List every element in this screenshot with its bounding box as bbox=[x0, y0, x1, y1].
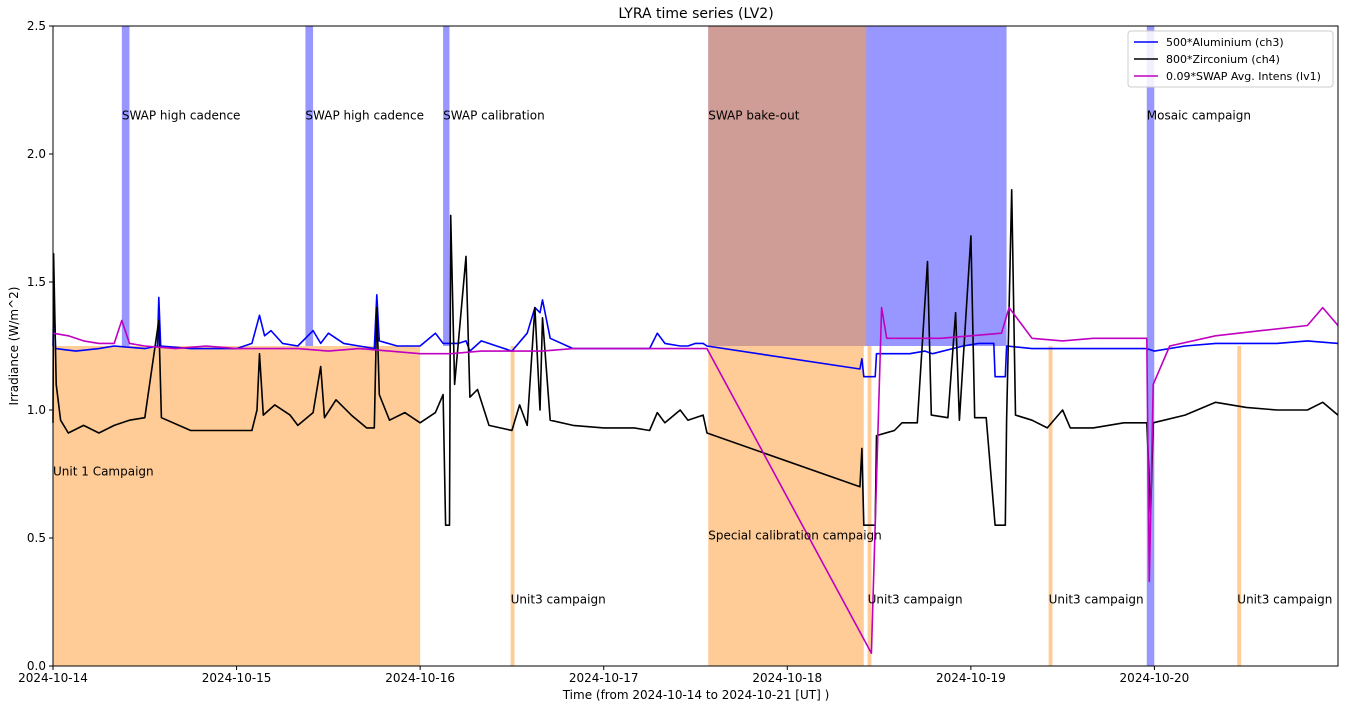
annotation-label: Unit3 campaign bbox=[1049, 592, 1144, 606]
campaign-span-0 bbox=[53, 346, 421, 666]
plot-frame bbox=[52, 25, 1339, 667]
annotation-label: SWAP calibration bbox=[443, 109, 545, 123]
campaign-spans bbox=[53, 26, 1242, 666]
campaign-span-6 bbox=[121, 26, 130, 346]
x-tick-label: 2024-10-19 bbox=[936, 671, 1006, 685]
campaign-span-12 bbox=[1146, 26, 1155, 666]
y-axis-label: Irradiance (W/m^2) bbox=[7, 287, 21, 406]
annotation-label: SWAP high cadence bbox=[122, 109, 241, 123]
annotation-label: Unit 1 Campaign bbox=[53, 464, 154, 478]
legend-label: 500*Aluminium (ch3) bbox=[1166, 36, 1284, 49]
y-tick-label: 0.0 bbox=[27, 659, 46, 673]
campaign-annotations: SWAP high cadence SWAP high cadence SWAP c… bbox=[53, 109, 1332, 607]
series-line-0 bbox=[52, 288, 1339, 378]
campaign-span-10 bbox=[708, 26, 867, 346]
legend-label: 800*Zirconium (ch4) bbox=[1166, 53, 1280, 66]
campaign-span-8 bbox=[443, 26, 450, 346]
y-tick-label: 0.5 bbox=[27, 531, 46, 545]
annotation-label: Unit3 campaign bbox=[868, 592, 963, 606]
campaign-span-1 bbox=[510, 346, 515, 666]
campaign-span-5 bbox=[1237, 346, 1242, 666]
campaign-span-3 bbox=[867, 346, 872, 666]
y-axis-ticks: 0.0 0.5 1.0 1.5 2.0 2.5 bbox=[27, 19, 53, 673]
campaign-span-11 bbox=[866, 26, 1007, 346]
legend-label: 0.09*SWAP Avg. Intens (lv1) bbox=[1166, 70, 1321, 83]
chart-title: LYRA time series (LV2) bbox=[618, 6, 773, 22]
y-tick-label: 1.0 bbox=[27, 403, 46, 417]
x-axis-ticks: 2024-10-14 2024-10-15 2024-10-16 2024-10-17… bbox=[18, 666, 1189, 685]
x-tick-label: 2024-10-15 bbox=[202, 671, 272, 685]
y-tick-label: 2.0 bbox=[27, 147, 46, 161]
annotation-label: SWAP high cadence bbox=[305, 109, 424, 123]
x-tick-label: 2024-10-17 bbox=[569, 671, 639, 685]
y-tick-label: 1.5 bbox=[27, 275, 46, 289]
x-tick-label: 2024-10-18 bbox=[752, 671, 822, 685]
x-tick-label: 2024-10-14 bbox=[18, 671, 88, 685]
annotation-label: SWAP bake-out bbox=[708, 109, 799, 123]
annotation-label: Unit3 campaign bbox=[1237, 592, 1332, 606]
series-lines bbox=[52, 189, 1339, 655]
x-axis-label: Time (from 2024-10-14 to 2024-10-21 [UT]… bbox=[562, 688, 830, 702]
y-tick-label: 2.5 bbox=[27, 19, 46, 33]
annotation-label: Special calibration campaign bbox=[708, 528, 882, 542]
series-line-1 bbox=[52, 189, 1339, 527]
series-line-2 bbox=[52, 306, 1339, 655]
x-tick-label: 2024-10-16 bbox=[385, 671, 455, 685]
annotation-label: Mosaic campaign bbox=[1147, 109, 1251, 123]
x-tick-label: 2024-10-20 bbox=[1120, 671, 1190, 685]
legend-box bbox=[1127, 30, 1334, 88]
campaign-span-7 bbox=[305, 26, 314, 346]
annotation-label: Unit3 campaign bbox=[511, 592, 606, 606]
legend: 500*Aluminium (ch3) 800*Zirconium (ch4) 0.… bbox=[1127, 30, 1334, 88]
campaign-span-4 bbox=[1048, 346, 1053, 666]
